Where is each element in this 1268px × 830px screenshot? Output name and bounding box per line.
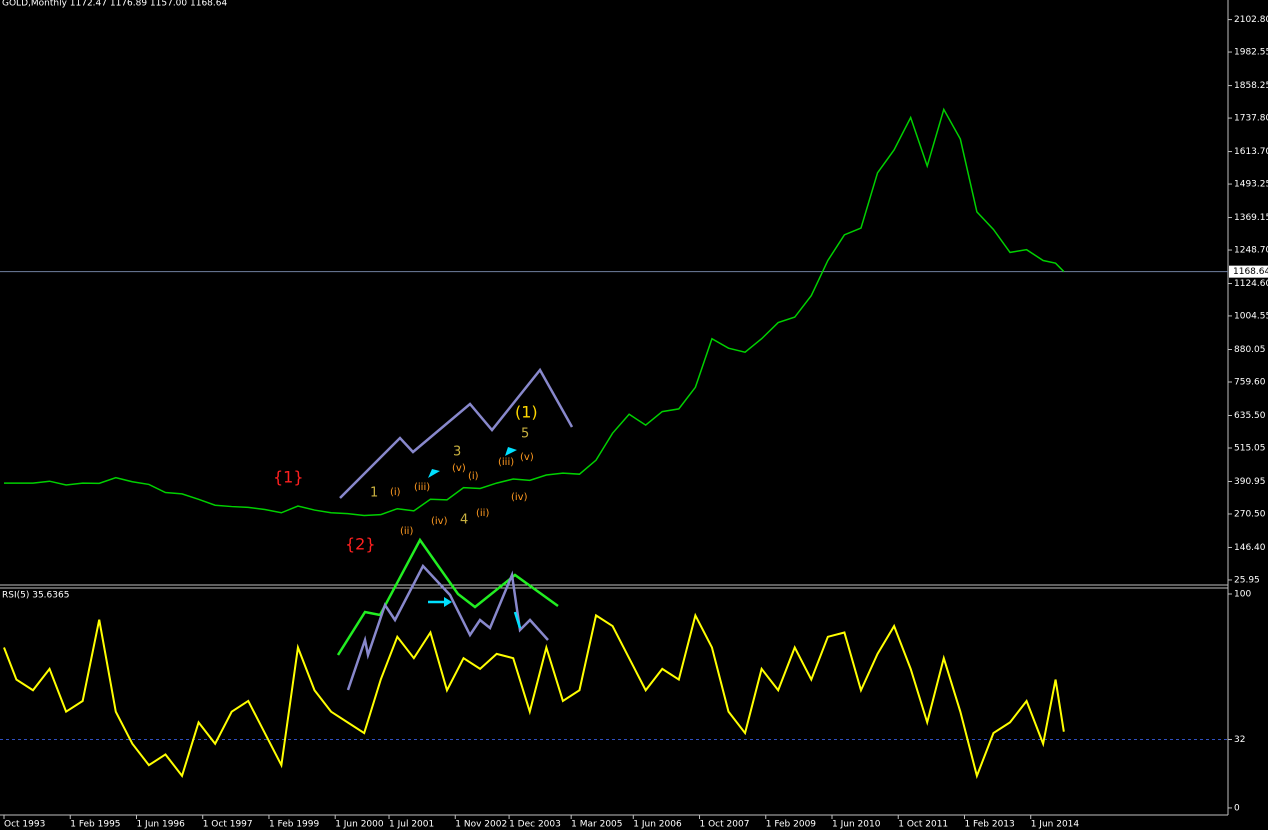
y-tick-label: 1613.70 [1234,147,1268,157]
x-tick-label: 1 Jul 2001 [389,820,434,830]
wave-label: 4 [460,513,468,528]
wave-label: {2} [345,535,376,554]
data-line [3,612,1065,780]
wave-label: (ii) [476,508,489,519]
x-tick-label: 1 Jun 2010 [832,820,881,830]
current-price-label: 1168.64 [1233,267,1268,277]
arrow-heads [428,447,517,607]
y-tick-label: 100 [1234,589,1251,599]
x-tick-label: 1 Feb 2009 [766,820,817,830]
y-tick-label: 0 [1234,803,1240,813]
x-tick-label: 1 Dec 2003 [509,820,561,830]
x-tick-label: 1 Jun 1996 [136,820,185,830]
wave-drawings [336,367,574,691]
wave-label: 1 [370,486,378,501]
x-tick-label: 1 Oct 1997 [203,820,253,830]
wave-line [336,537,559,656]
y-tick-label: 270.50 [1234,509,1266,519]
y-tick-label: 1982.55 [1234,48,1268,58]
wave-arrow [513,611,522,629]
x-tick-label: 1 Jun 2014 [1031,820,1080,830]
y-tick-label: 1004.55 [1234,311,1268,321]
x-tick-label: 1 Mar 2005 [571,820,622,830]
wave-label: (v) [520,452,534,463]
y-tick-label: 146.40 [1234,543,1266,553]
x-tick-label: 1 Feb 1995 [70,820,120,830]
arrow-head [444,597,452,607]
y-tick-label: 1737.80 [1234,114,1268,124]
y-tick-label: 1369.15 [1234,213,1268,223]
x-tick-label: 1 Feb 1999 [269,820,320,830]
y-tick-label: 880.05 [1234,345,1266,355]
y-tick-label: 515.05 [1234,443,1266,453]
rsi-title: RSI(5) 35.6365 [2,591,69,601]
y-tick-label: 635.50 [1234,411,1266,421]
x-tick-label: 1 Oct 2007 [700,820,750,830]
x-tick-label: 1 Jun 2000 [335,820,384,830]
wave-label: (i) [468,471,479,482]
y-tick-label: 32 [1234,735,1245,745]
x-tick-label: 1 Nov 2002 [455,820,507,830]
y-tick-label: 390.95 [1234,477,1266,487]
wave-label: 5 [521,427,529,442]
arrow-head [428,469,440,478]
wave-label: (i) [390,487,401,498]
wave-label: (1) [515,403,538,422]
wave-line [339,367,574,499]
data-line [4,107,1065,517]
wave-label: 3 [453,445,461,460]
wave-label: (iii) [498,457,514,468]
y-tick-label: 759.60 [1234,378,1266,388]
y-tick-label: 1248.70 [1234,246,1268,256]
wave-label: (v) [452,463,466,474]
wave-label: {1} [273,468,304,487]
x-tick-label: Oct 1993 [4,820,45,830]
y-tick-label: 1493.25 [1234,180,1268,190]
x-tick-label: 1 Oct 2011 [898,820,948,830]
current-price-box [1229,265,1268,278]
wave-label: (iv) [431,516,448,527]
y-tick-label: 2102.80 [1234,15,1268,25]
wave-label: (iii) [414,482,430,493]
y-tick-label: 1124.60 [1234,279,1268,289]
y-tick-label: 1858.25 [1234,81,1268,91]
x-tick-label: 1 Jun 2006 [633,820,682,830]
chart-title: GOLD,Monthly 1172.47 1176.89 1157.00 116… [2,0,227,9]
arrow-head [505,447,517,456]
x-tick-label: 1 Feb 2013 [964,820,1014,830]
wave-label: (ii) [400,526,413,537]
wave-label: (iv) [511,492,528,503]
y-tick-label: 25.95 [1234,575,1260,585]
